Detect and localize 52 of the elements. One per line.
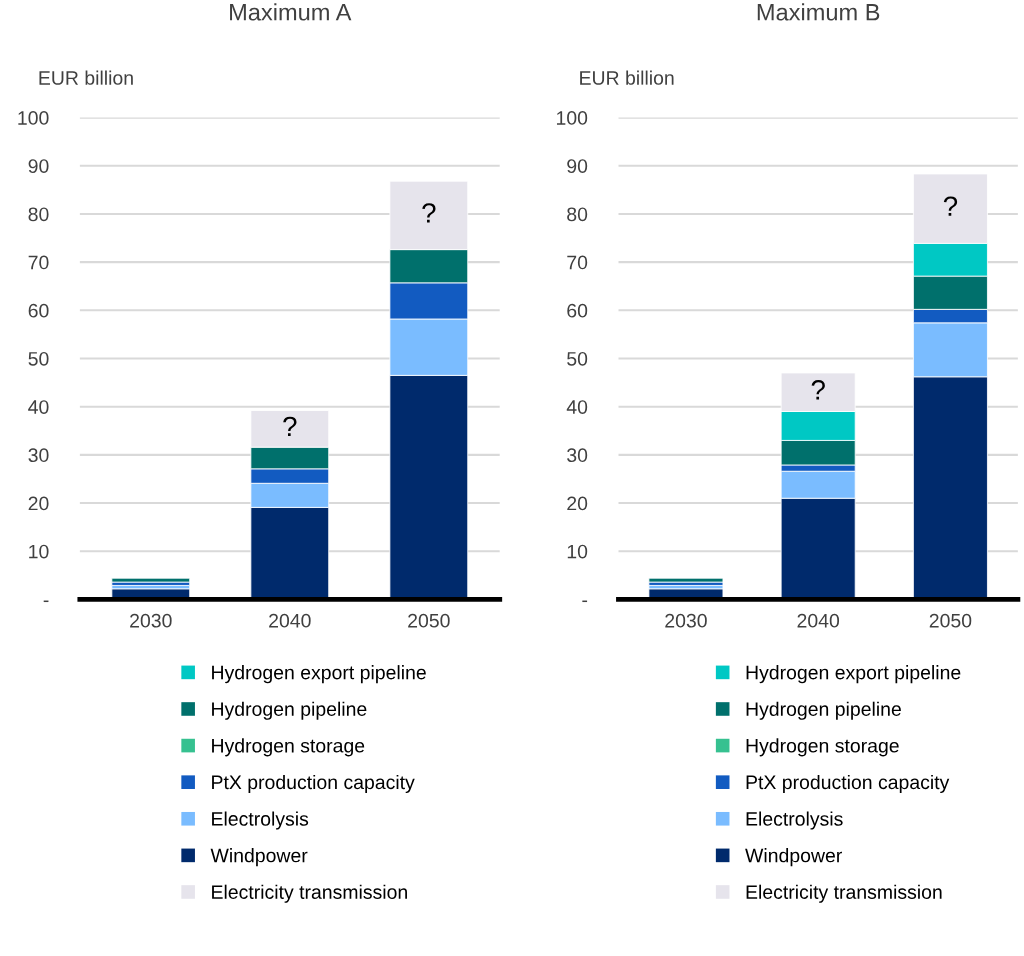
legend-label: PtX production capacity	[746, 774, 950, 794]
legend-label: Hydrogen export pipeline	[746, 665, 961, 684]
annotation: ?	[283, 416, 297, 437]
y-tick-label: 50	[28, 351, 49, 366]
legend-label: Windpower	[745, 848, 842, 867]
x-tick-label: 2030	[665, 613, 707, 628]
legend-label: Hydrogen storage	[212, 738, 365, 757]
y-tick-label: 10	[29, 544, 49, 559]
legend-label: PtX production capacity	[212, 774, 415, 794]
chart-title: Maximum A	[230, 3, 352, 21]
y-tick-label: 80	[28, 207, 49, 222]
y-tick-label: 40	[28, 400, 49, 414]
x-tick-label: 2040	[797, 613, 840, 628]
x-tick-label: 2040	[269, 613, 311, 628]
annotation: ?	[811, 380, 825, 400]
y-tick-label: -	[582, 600, 588, 603]
y-tick-label: 20	[567, 496, 588, 511]
y-tick-label: 90	[567, 159, 588, 174]
legend-label: Hydrogen pipeline	[746, 701, 901, 720]
y-tick-label: 80	[567, 207, 588, 222]
y-tick-label: 50	[567, 351, 588, 366]
y-tick-label: 70	[567, 255, 588, 270]
annotation: ?	[422, 203, 436, 223]
legend-label: Electrolysis	[212, 811, 309, 830]
y-tick-label: 40	[566, 400, 588, 414]
legend-label: Electricity transmission	[746, 884, 942, 903]
bar	[111, 577, 191, 583]
bar	[648, 577, 724, 583]
y-tick-label: 70	[28, 255, 49, 270]
y-tick-label: 60	[567, 303, 588, 318]
y-tick-label: 30	[567, 448, 588, 463]
x-tick-label: 2050	[929, 613, 972, 628]
legend-label: Electrolysis	[746, 811, 843, 830]
x-tick-label: 2050	[408, 613, 450, 628]
chart-title: Maximum B	[757, 3, 880, 21]
y-tick-label: 30	[28, 448, 49, 463]
legend-label: Electricity transmission	[212, 884, 407, 903]
legend-label: Hydrogen export pipeline	[212, 665, 426, 684]
legend-label: Hydrogen pipeline	[212, 701, 367, 720]
y-tick-label: 100	[556, 111, 588, 125]
y-tick-label: -	[43, 600, 49, 603]
y-axis-title: EUR billion	[580, 70, 674, 85]
annotation: ?	[943, 196, 958, 216]
legend-label: Windpower	[210, 848, 308, 867]
x-tick-label: 2030	[130, 613, 172, 628]
y-tick-label: 60	[28, 303, 49, 318]
y-tick-label: 10	[567, 544, 588, 559]
y-tick-label: 90	[28, 159, 49, 174]
y-axis-title: EUR billion	[39, 70, 133, 85]
y-tick-label: 100	[18, 111, 49, 125]
legend-label: Hydrogen storage	[746, 738, 899, 757]
y-tick-label: 20	[28, 496, 49, 511]
